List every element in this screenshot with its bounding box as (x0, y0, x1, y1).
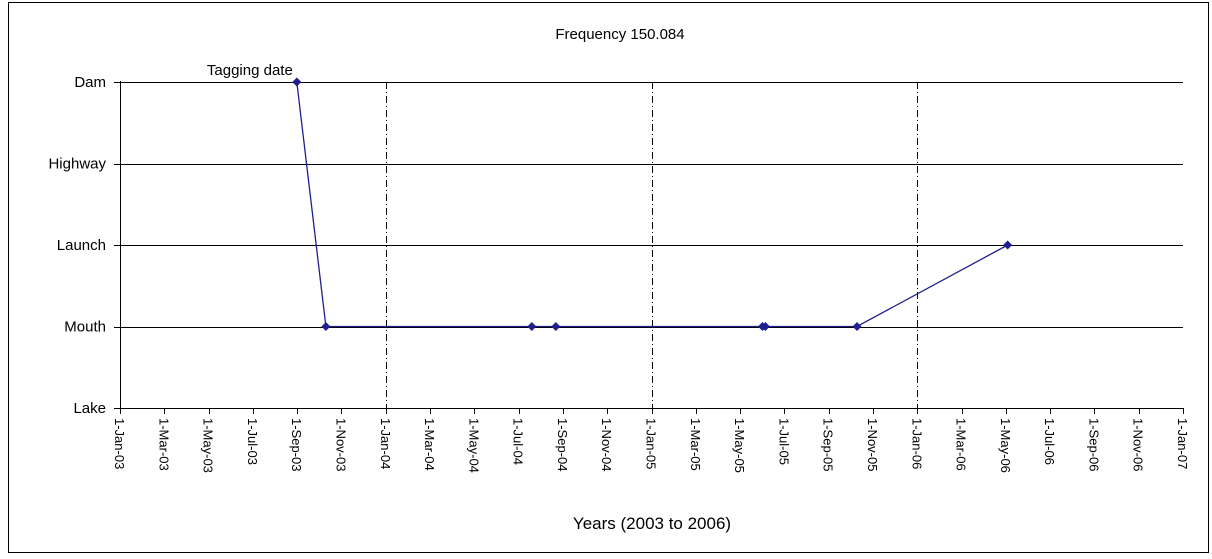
x-tick-label: 1-Jul-04 (511, 418, 526, 465)
x-tick-label: 1-Sep-05 (821, 418, 836, 471)
x-tick-label: 1-Nov-03 (333, 418, 348, 471)
data-point (1003, 240, 1013, 250)
x-tick-label: 1-Sep-03 (289, 418, 304, 471)
x-tick-label: 1-Mar-04 (422, 418, 437, 471)
annotation-label: Tagging date (207, 62, 293, 79)
data-point (760, 322, 770, 331)
x-tick-label: 1-Mar-05 (688, 418, 703, 471)
x-tick-label: 1-Nov-04 (599, 418, 614, 471)
data-point (292, 77, 302, 87)
x-tick-label: 1-Jan-03 (112, 418, 127, 469)
data-point (551, 322, 561, 331)
x-axis-label: Years (2003 to 2006) (573, 514, 731, 533)
series-line (296, 81, 1009, 328)
data-point (527, 322, 537, 331)
chart-title: Frequency 150.084 (555, 26, 684, 43)
x-tick-label: 1-Jul-03 (245, 418, 260, 465)
x-tick-label: 1-Nov-05 (865, 418, 880, 471)
x-tick-label: 1-Jul-05 (776, 418, 791, 465)
x-tick-label: 1-Jan-05 (644, 418, 659, 469)
x-tick-label: 1-Sep-06 (1086, 418, 1101, 471)
x-tick-label: 1-May-03 (201, 418, 216, 473)
series-lines (296, 81, 1009, 328)
x-tick-label: 1-Mar-06 (954, 418, 969, 471)
x-tick-labels: 1-Jan-03 1-Mar-03 1-May-03 1-Jul-03 1-Sep-03… (112, 418, 1190, 473)
chart-frame (8, 2, 1209, 553)
x-tick-label: 1-Mar-03 (156, 418, 171, 471)
y-tick-label: Dam (74, 74, 106, 91)
y-tick-labels: Lake Mouth Launch Highway Dam (48, 74, 106, 417)
x-tick-label: 1-Jul-06 (1042, 418, 1057, 465)
data-point (321, 322, 331, 331)
x-tick-label: 1-Nov-06 (1131, 418, 1146, 471)
annotations: Tagging date (207, 62, 293, 79)
x-tick-label: 1-May-05 (732, 418, 747, 473)
y-tick-label: Highway (48, 156, 106, 173)
x-tick-label: 1-Jan-07 (1175, 418, 1190, 469)
x-tick-label: 1-May-04 (466, 418, 481, 473)
year-dividers (386, 82, 918, 408)
axes (114, 81, 1184, 414)
y-tick-label: Lake (73, 400, 106, 417)
data-points (292, 77, 1013, 331)
x-tick-label: 1-May-06 (998, 418, 1013, 473)
data-point (852, 322, 862, 331)
x-tick-label: 1-Jan-04 (378, 418, 393, 469)
x-tick-label: 1-Sep-04 (555, 418, 570, 471)
y-tick-label: Launch (57, 237, 106, 254)
x-tick-label: 1-Jan-06 (909, 418, 924, 469)
y-tick-label: Mouth (64, 319, 106, 336)
